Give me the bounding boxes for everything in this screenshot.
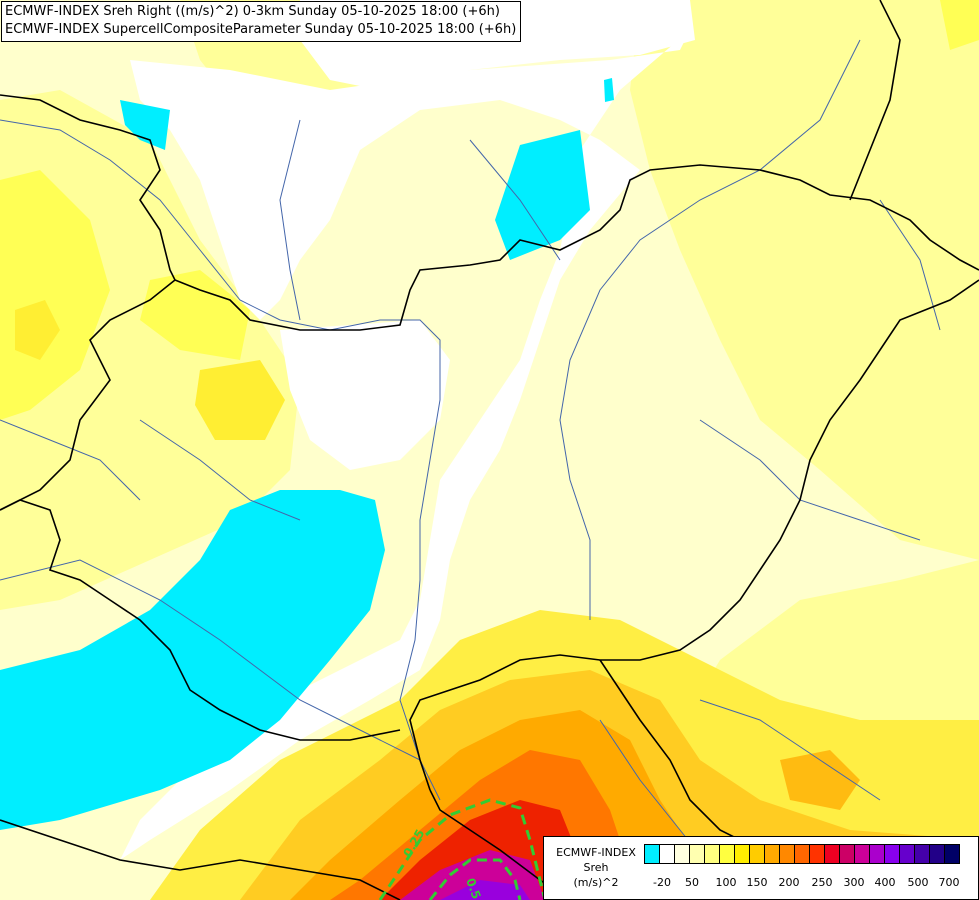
color-legend: ECMWF-INDEX Sreh (m/s)^2 -20 50 100 150 200 2… [543,836,979,900]
border-3 [0,499,401,741]
field-yellow-west [0,170,110,420]
legend-tick-label: -20 [653,876,671,889]
legend-swatches [644,844,960,864]
legend-swatch [824,844,840,864]
field-white-central [120,30,690,860]
legend-swatch [689,844,705,864]
river-3 [469,139,561,261]
border-7 [0,279,176,511]
field-orange-east [780,750,860,810]
field-yellow-west2 [140,270,250,360]
legend-swatch [914,844,930,864]
legend-swatch [854,844,870,864]
legend-tick-label: 150 [746,876,768,889]
rivers [0,39,941,881]
legend-line-3: (m/s)^2 [573,876,619,889]
legend-tick-label: 200 [778,876,800,889]
field-cyan-sw [0,490,385,830]
legend-swatch [899,844,915,864]
legend-tick-label: 400 [874,876,896,889]
legend-swatch [734,844,750,864]
field-yellow-east1 [940,0,979,50]
river-danube [0,119,441,801]
river-tisza [559,39,861,620]
river-9 [699,699,881,801]
title-line-scp: ECMWF-INDEX SupercellCompositeParameter … [5,22,517,37]
legend-swatch [809,844,825,864]
field-cyan-nw [120,100,170,150]
field-yellow-dot1 [15,300,60,360]
legend-line-2: Sreh [583,861,609,874]
legend-tick-label: 50 [685,876,699,889]
border-2 [409,279,979,791]
field-low-east [630,0,979,560]
legend-title: ECMWF-INDEX Sreh (m/s)^2 [550,845,642,890]
field-purple [440,880,530,900]
title-line-sreh: ECMWF-INDEX Sreh Right ((m/s)^2) 0-3km S… [5,4,500,19]
legend-swatch [719,844,735,864]
legend-swatch [869,844,885,864]
legend-swatch [944,844,960,864]
field-cyan-dot [604,78,614,102]
scp-contours [378,798,547,900]
legend-tick-label: 250 [811,876,833,889]
river-10 [0,419,141,501]
river-2 [279,119,301,321]
title-box: ECMWF-INDEX Sreh Right ((m/s)^2) 0-3km S… [1,1,522,42]
legend-tick-label: 500 [907,876,929,889]
border-1 [0,94,979,331]
field-yellow-west3 [195,360,285,440]
contour-label-05: 0.5 [463,876,483,900]
border-8 [849,0,901,201]
river-7 [139,419,301,521]
legend-tick-label: 300 [843,876,865,889]
border-6 [0,819,401,900]
legend-swatch [839,844,855,864]
legend-swatch [764,844,780,864]
legend-swatch [704,844,720,864]
field-red [380,800,590,900]
legend-swatch [884,844,900,864]
legend-tick-label: 700 [938,876,960,889]
field-white-lake [280,320,450,470]
legend-swatch [794,844,810,864]
legend-swatch [779,844,795,864]
river-5 [0,559,421,761]
legend-swatch [659,844,675,864]
legend-swatch [929,844,945,864]
contour-025 [378,798,547,900]
legend-swatch [644,844,660,864]
contour-05 [428,858,522,900]
legend-swatch [749,844,765,864]
legend-line-1: ECMWF-INDEX [556,846,636,859]
legend-tick-label: 100 [715,876,737,889]
field-cyan-north [495,130,590,260]
legend-swatch [674,844,690,864]
legend-ticks: -20 50 100 150 200 250 300 400 500 700 [644,876,974,890]
